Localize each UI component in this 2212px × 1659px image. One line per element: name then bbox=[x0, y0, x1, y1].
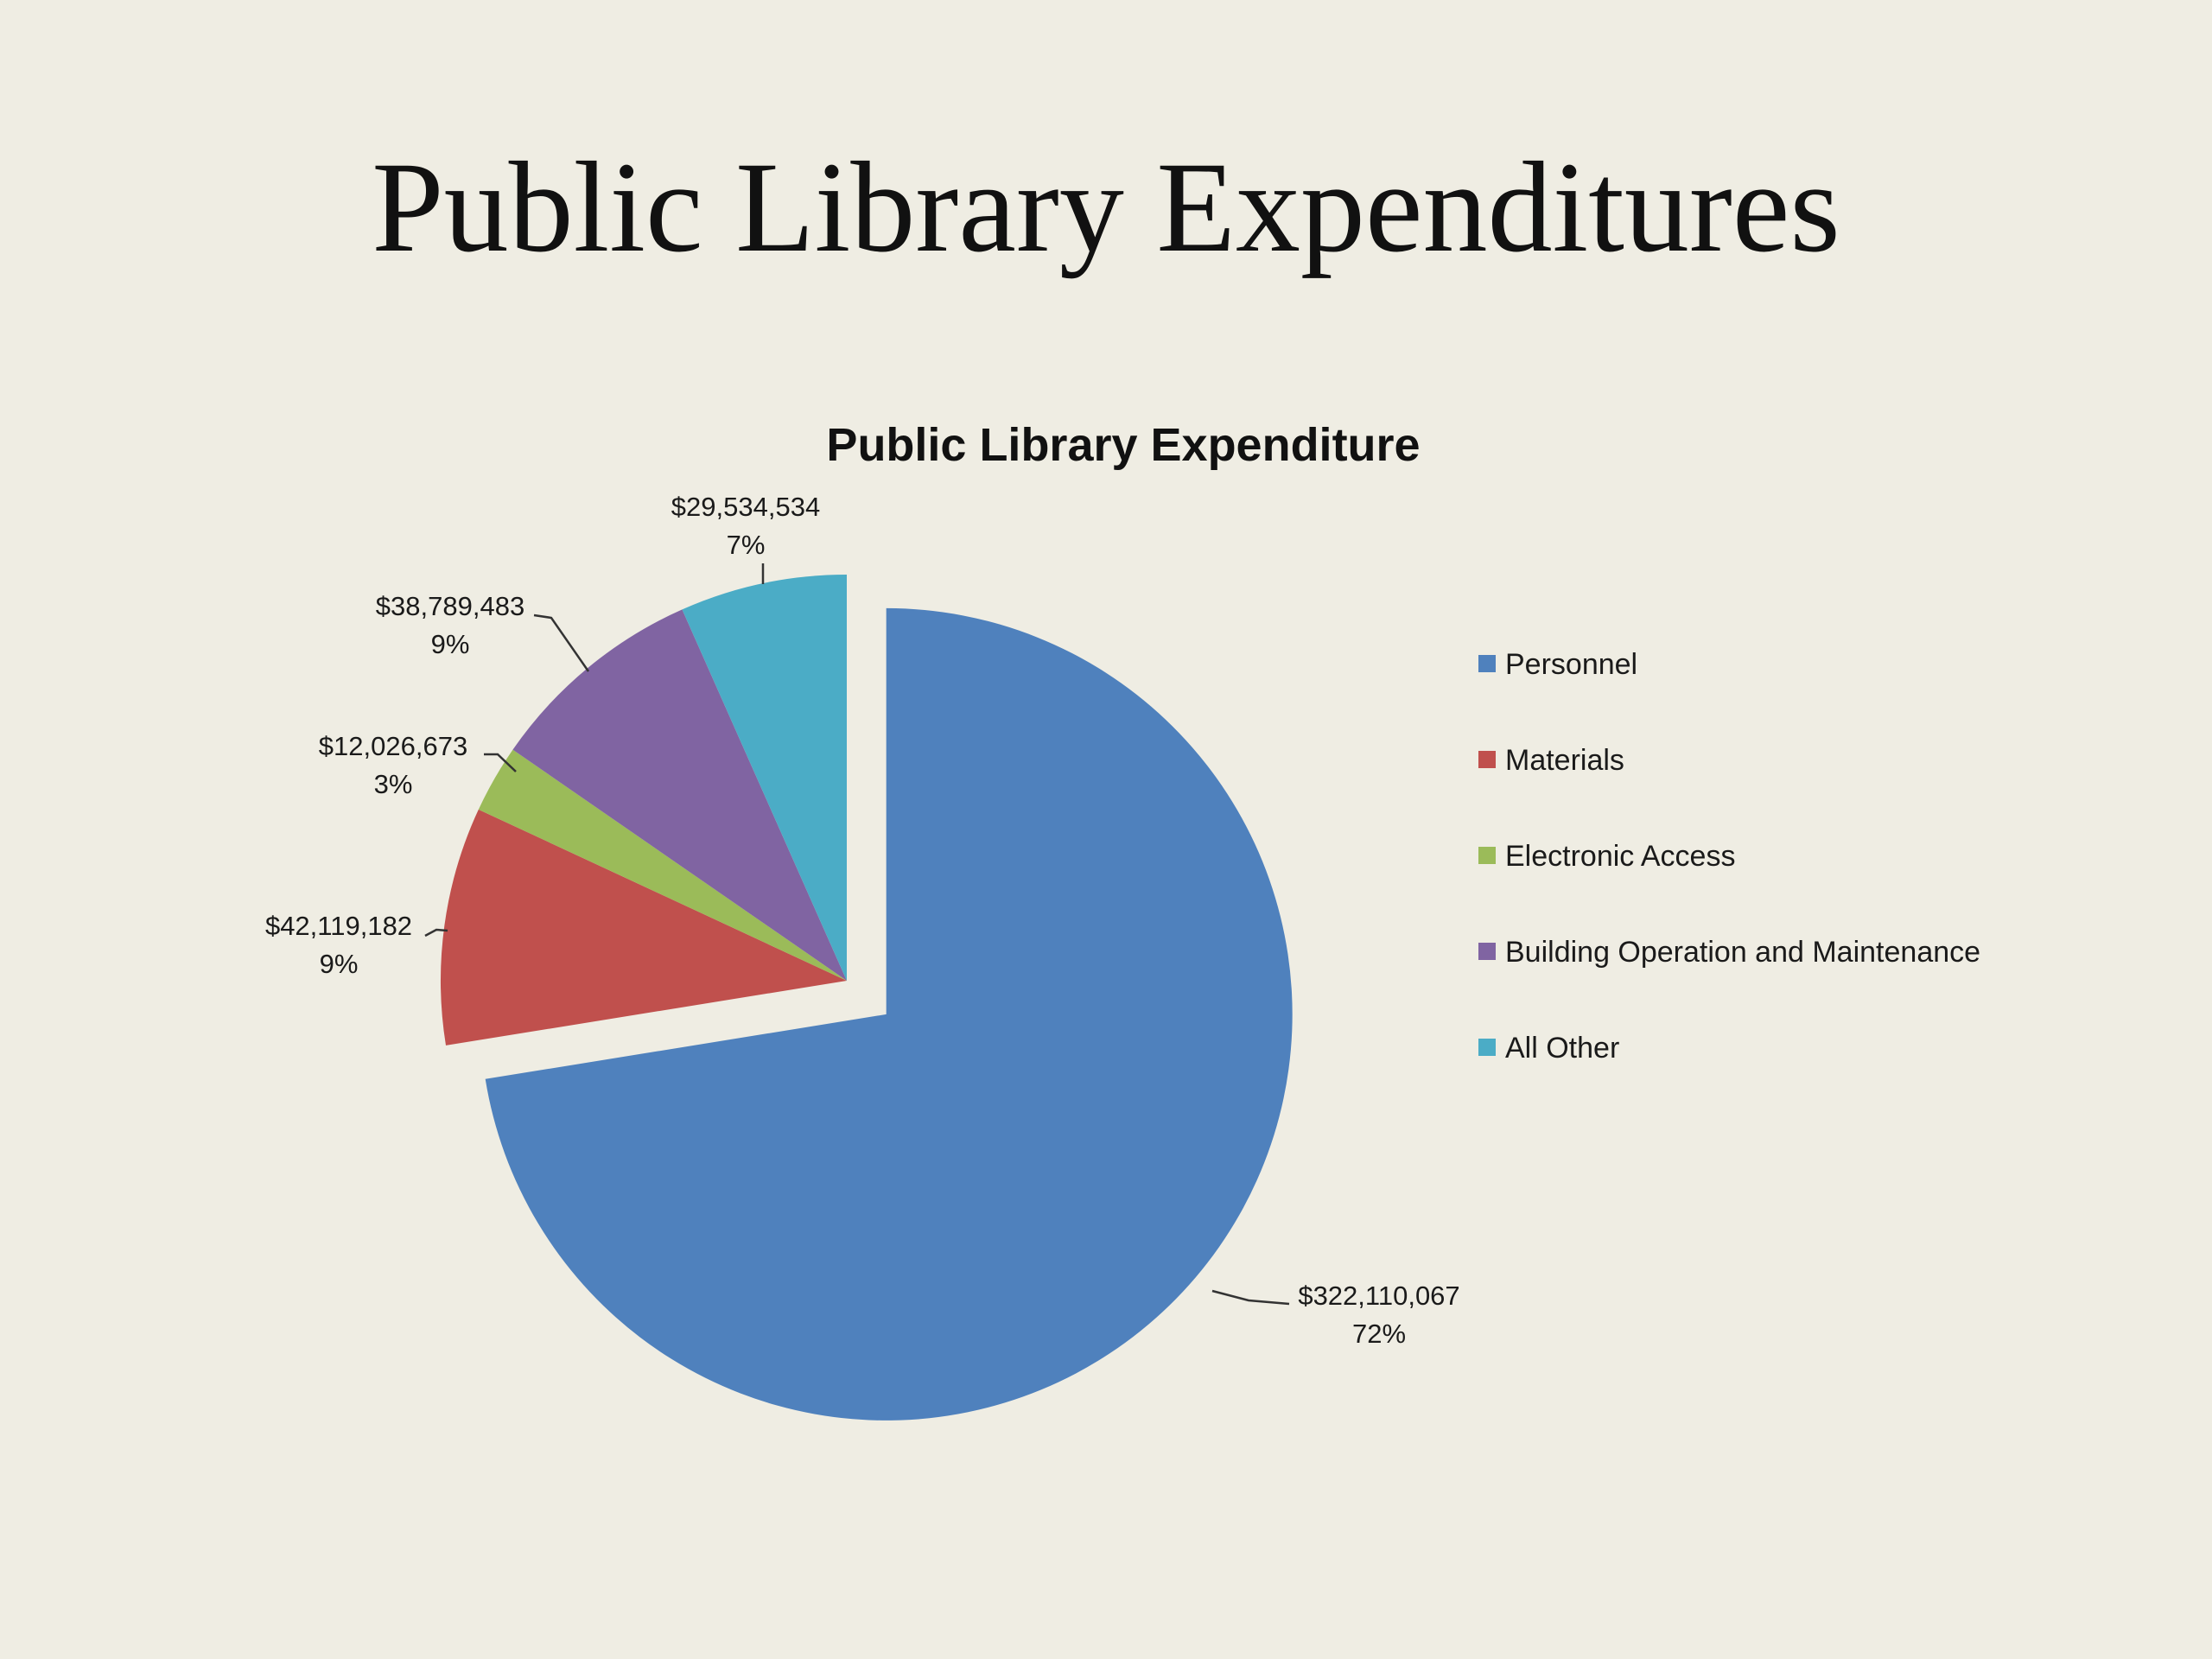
legend-swatch-personnel bbox=[1478, 655, 1496, 672]
data-label-percent-electronic-access: 3% bbox=[374, 769, 413, 799]
legend-label-all-other: All Other bbox=[1505, 1032, 1619, 1065]
leader-line-electronic-access bbox=[484, 753, 517, 772]
pie-slice-personnel bbox=[485, 607, 1293, 1421]
legend-swatch-all-other bbox=[1478, 1039, 1496, 1056]
data-labels: $322,110,067 72% $42,119,182 9% $12,026,673 3… bbox=[265, 492, 1460, 1349]
data-label-percent-materials: 9% bbox=[320, 949, 359, 979]
legend-label-building-operation-and-maintenance: Building Operation and Maintenance bbox=[1505, 936, 1980, 969]
legend-swatch-building-operation-and-maintenance bbox=[1478, 943, 1496, 960]
legend-label-materials: Materials bbox=[1505, 744, 1624, 777]
data-label-value-electronic-access: $12,026,673 bbox=[319, 731, 467, 761]
legend: Personnel Materials Electronic Access Build… bbox=[1478, 648, 1980, 1065]
legend-label-electronic-access: Electronic Access bbox=[1505, 840, 1735, 873]
slide-title: Public Library Expenditures bbox=[372, 136, 1840, 279]
legend-swatch-electronic-access bbox=[1478, 847, 1496, 864]
legend-label-personnel: Personnel bbox=[1505, 648, 1637, 681]
leader-line-personnel bbox=[1211, 1289, 1290, 1306]
pie-slice-all-other bbox=[682, 575, 847, 981]
leader-line-building-operation-and-maintenance bbox=[533, 613, 590, 672]
pie-slice-materials bbox=[441, 809, 847, 1046]
pie-slice-building-operation-and-maintenance bbox=[512, 609, 847, 981]
pie-slices bbox=[441, 575, 1293, 1421]
data-label-value-materials: $42,119,182 bbox=[265, 911, 412, 941]
data-label-value-personnel: $322,110,067 bbox=[1298, 1281, 1459, 1311]
data-label-percent-all-other: 7% bbox=[727, 530, 766, 560]
data-label-value-all-other: $29,534,534 bbox=[671, 492, 820, 522]
data-label-percent-personnel: 72% bbox=[1352, 1319, 1406, 1349]
data-label-value-building-operation-and-maintenance: $38,789,483 bbox=[376, 591, 524, 621]
data-label-percent-building-operation-and-maintenance: 9% bbox=[431, 629, 470, 659]
pie-slice-electronic-access bbox=[478, 749, 847, 981]
leader-line-materials bbox=[424, 928, 448, 938]
chart-title: Public Library Expenditure bbox=[826, 419, 1420, 471]
legend-swatch-materials bbox=[1478, 751, 1496, 768]
